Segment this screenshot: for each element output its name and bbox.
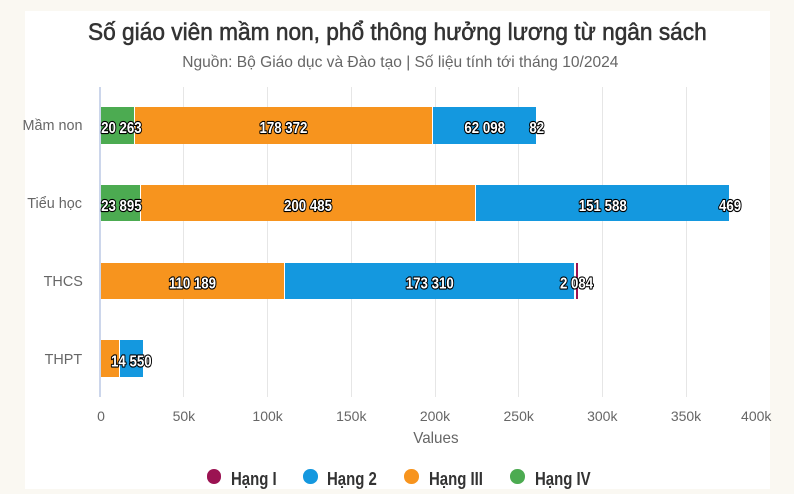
svg-text:2 084: 2 084 (560, 276, 594, 293)
svg-text:23 895: 23 895 (101, 198, 142, 215)
svg-text:173 310: 173 310 (406, 276, 454, 293)
svg-text:469: 469 (719, 198, 741, 215)
svg-text:82: 82 (529, 120, 544, 137)
svg-text:151 588: 151 588 (579, 198, 627, 215)
svg-text:110 189: 110 189 (169, 276, 216, 293)
svg-text:14 550: 14 550 (111, 353, 152, 370)
svg-text:200 485: 200 485 (284, 198, 332, 215)
svg-text:62 098: 62 098 (464, 120, 505, 137)
svg-text:20 263: 20 263 (101, 120, 142, 137)
svg-text:178 372: 178 372 (259, 120, 307, 137)
